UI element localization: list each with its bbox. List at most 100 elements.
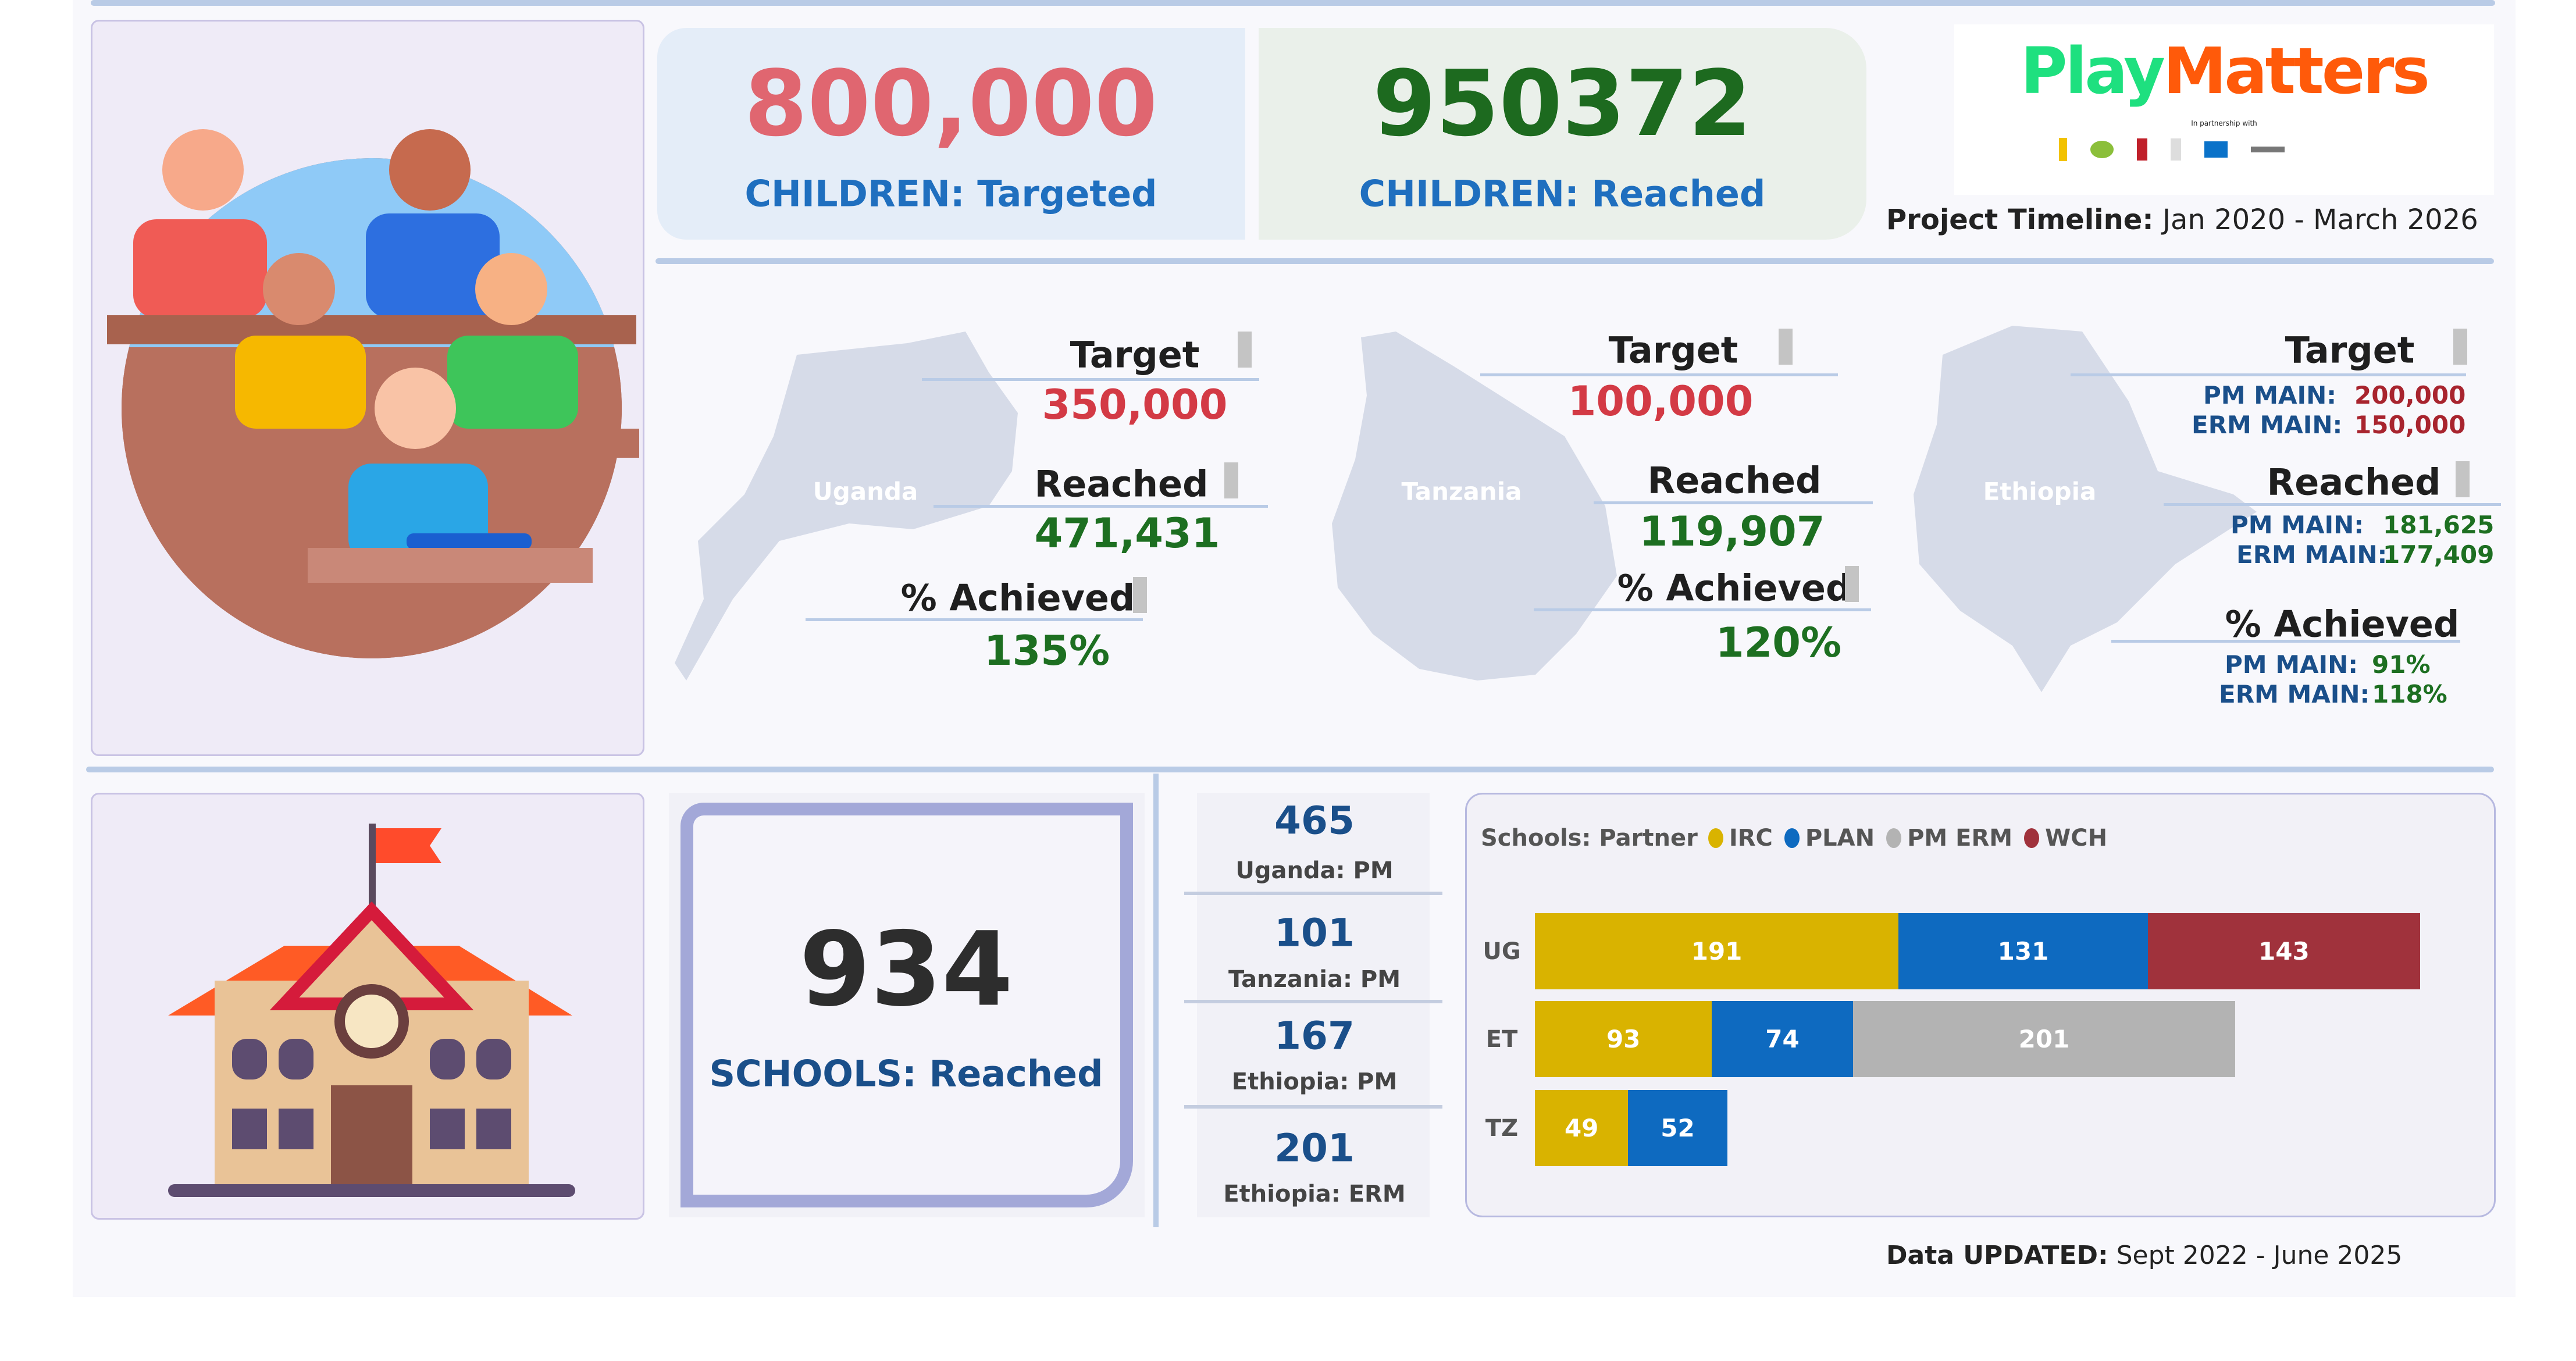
schools-reached-label: SCHOOLS: Reached <box>709 1052 1103 1095</box>
top-divider <box>91 0 2495 6</box>
underline <box>2111 640 2460 643</box>
bar-tz-irc: 49 <box>1535 1090 1629 1166</box>
bar-et-pm-erm: 201 <box>1852 1001 2236 1077</box>
ethiopia-target-pm-value: 200,000 <box>2354 381 2466 409</box>
tanzania-reached-label: Reached <box>1647 459 1822 502</box>
ethiopia-reached-erm-value: 177,409 <box>2383 540 2495 569</box>
section-divider <box>86 767 2494 772</box>
ethiopia-achieved-erm-label: ERM MAIN: <box>2219 680 2370 708</box>
lego-foundation-logo <box>2251 147 2285 152</box>
bar-et-plan: 74 <box>1712 1001 1853 1077</box>
uganda-target-label: Target <box>1070 333 1200 376</box>
uganda-reached-label: Reached <box>1034 462 1209 505</box>
breakdown-value: 201 <box>1274 1125 1355 1171</box>
underline <box>1534 608 1871 611</box>
country-name-tanzania: Tanzania <box>1401 477 1522 506</box>
data-updated-label: Data UPDATED: <box>1886 1241 2108 1270</box>
bar-et-irc: 93 <box>1535 1001 1712 1077</box>
children-reached-value: 950372 <box>1373 51 1752 156</box>
uganda-achieved-value: 135% <box>984 627 1110 675</box>
school-illustration-panel <box>91 793 644 1220</box>
uganda-target-value: 350,000 <box>1042 381 1228 429</box>
bar-ug-plan: 131 <box>1898 913 2148 989</box>
tanzania-achieved-value: 120% <box>1715 619 1842 667</box>
ethiopia-achieved-pm-value: 91% <box>2372 650 2431 679</box>
underline <box>934 505 1268 508</box>
country-name-ethiopia: Ethiopia <box>1983 477 2097 506</box>
ethiopia-reached-pm-label: PM MAIN: <box>2231 511 2364 539</box>
chart-legend: Schools: Partner IRC PLAN PM ERM WCH <box>1481 825 2113 851</box>
tanzania-achieved-label: % Achieved <box>1617 567 1852 610</box>
ethiopia-map <box>1914 326 2257 692</box>
bar-tz-plan: 52 <box>1628 1090 1727 1166</box>
underline <box>2164 503 2501 506</box>
children-reached-card: 950372 CHILDREN: Reached <box>1259 28 1866 240</box>
legend-marker-plan <box>1784 828 1800 848</box>
irc-logo <box>2059 138 2067 161</box>
playmatters-logo: PlayMatters In partnership with <box>1954 24 2494 195</box>
underline <box>806 618 1143 621</box>
ethiopia-reached-marker <box>2456 461 2470 497</box>
bar-ug-wch: 143 <box>2147 913 2420 989</box>
logo-wordmark: PlayMatters <box>2020 34 2430 108</box>
ethiopia-target-erm-value: 150,000 <box>2354 411 2466 439</box>
legend-label: PLAN <box>1805 825 1875 851</box>
timeline-value: Jan 2020 - March 2026 <box>2162 204 2478 236</box>
breakdown-label: Uganda: PM <box>1235 857 1394 884</box>
legend-marker-wch <box>2024 828 2040 848</box>
children-reached-label: CHILDREN: Reached <box>1359 172 1766 215</box>
timeline-label: Project Timeline: <box>1886 204 2154 236</box>
uganda-achieved-label: % Achieved <box>900 576 1135 619</box>
children-targeted-value: 800,000 <box>744 51 1158 156</box>
classroom-illustration <box>107 129 639 658</box>
breakdown-value: 101 <box>1274 910 1355 956</box>
bar-ug-irc: 191 <box>1535 913 1899 989</box>
school-building-icon <box>168 824 575 1197</box>
uganda-reached-marker <box>1224 462 1238 498</box>
school-breakdown-panel <box>1197 793 1430 1217</box>
breakdown-label: Tanzania: PM <box>1228 966 1401 993</box>
legend-marker-irc <box>1708 828 1723 848</box>
vertical-divider <box>1153 774 1159 1227</box>
uganda-map <box>675 332 1018 680</box>
legend-label: WCH <box>2045 825 2108 851</box>
breakdown-value: 465 <box>1274 798 1355 843</box>
tanzania-target-label: Target <box>1608 329 1738 372</box>
category-label: ET <box>1485 1025 1518 1053</box>
children-targeted-label: CHILDREN: Targeted <box>744 172 1157 215</box>
legend-marker-pm-erm <box>1886 828 1902 848</box>
category-label: TZ <box>1485 1114 1519 1142</box>
bit-logo <box>2171 138 2181 161</box>
underline <box>2071 373 2466 376</box>
schools-reached-card: 934 SCHOOLS: Reached <box>669 793 1145 1217</box>
legend-label: PM ERM <box>1907 825 2013 851</box>
ethiopia-achieved-pm-label: PM MAIN: <box>2225 650 2358 679</box>
logo-matters: Matters <box>2162 34 2430 108</box>
country-maps <box>675 326 2257 692</box>
classroom-illustration-panel <box>91 20 644 756</box>
category-label: UG <box>1483 938 1521 965</box>
schools-partner-chart: Schools: Partner IRC PLAN PM ERM WCH UG 191 1… <box>1465 793 2496 1217</box>
ethiopia-target-pm-label: PM MAIN: <box>2203 381 2337 409</box>
legend-label: IRC <box>1729 825 1773 851</box>
section-divider <box>655 258 2494 264</box>
ethiopia-target-erm-label: ERM MAIN: <box>2192 411 2343 439</box>
breakdown-value: 167 <box>1274 1013 1355 1059</box>
underline <box>922 378 1259 381</box>
schools-reached-value: 934 <box>799 910 1013 1029</box>
tanzania-target-marker <box>1779 329 1793 365</box>
logo-play: Play <box>2020 34 2165 108</box>
tanzania-target-value: 100,000 <box>1567 377 1754 425</box>
tanzania-reached-value: 119,907 <box>1639 508 1825 555</box>
warchild-logo <box>2137 138 2147 161</box>
breakdown-label: Ethiopia: ERM <box>1223 1181 1406 1207</box>
uganda-achieved-marker <box>1133 577 1147 613</box>
logo-partnership-text: In partnership with <box>2191 119 2257 127</box>
tanzania-achieved-marker <box>1845 566 1859 602</box>
ethiopia-target-marker <box>2453 329 2467 365</box>
ethiopia-reached-erm-label: ERM MAIN: <box>2236 540 2388 569</box>
breakdown-separator <box>1184 1105 1442 1109</box>
ethiopia-reached-label: Reached <box>2267 461 2441 504</box>
breakdown-separator <box>1184 892 1442 895</box>
ethiopia-achieved-label: % Achieved <box>2225 603 2460 646</box>
